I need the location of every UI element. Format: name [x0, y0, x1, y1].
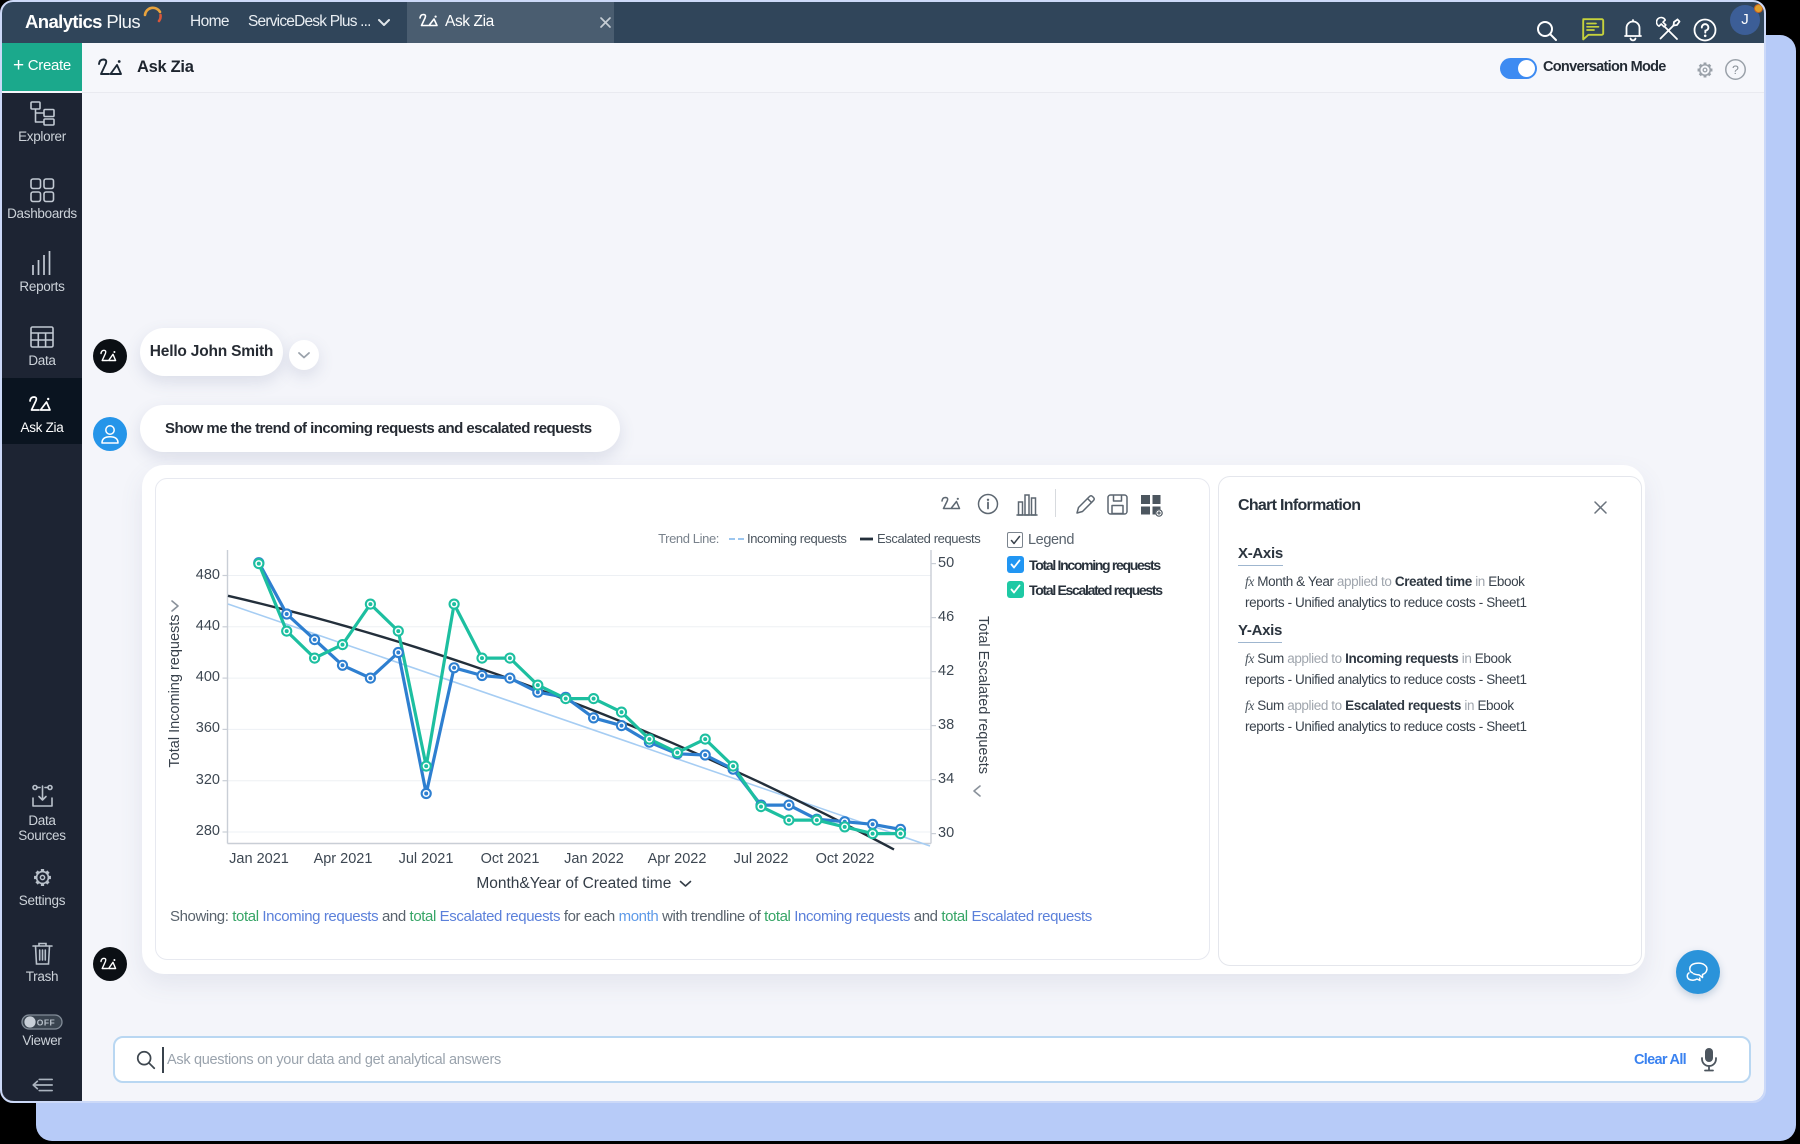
svg-text:?: ? [1732, 63, 1739, 77]
svg-text:OFF: OFF [37, 1017, 56, 1027]
